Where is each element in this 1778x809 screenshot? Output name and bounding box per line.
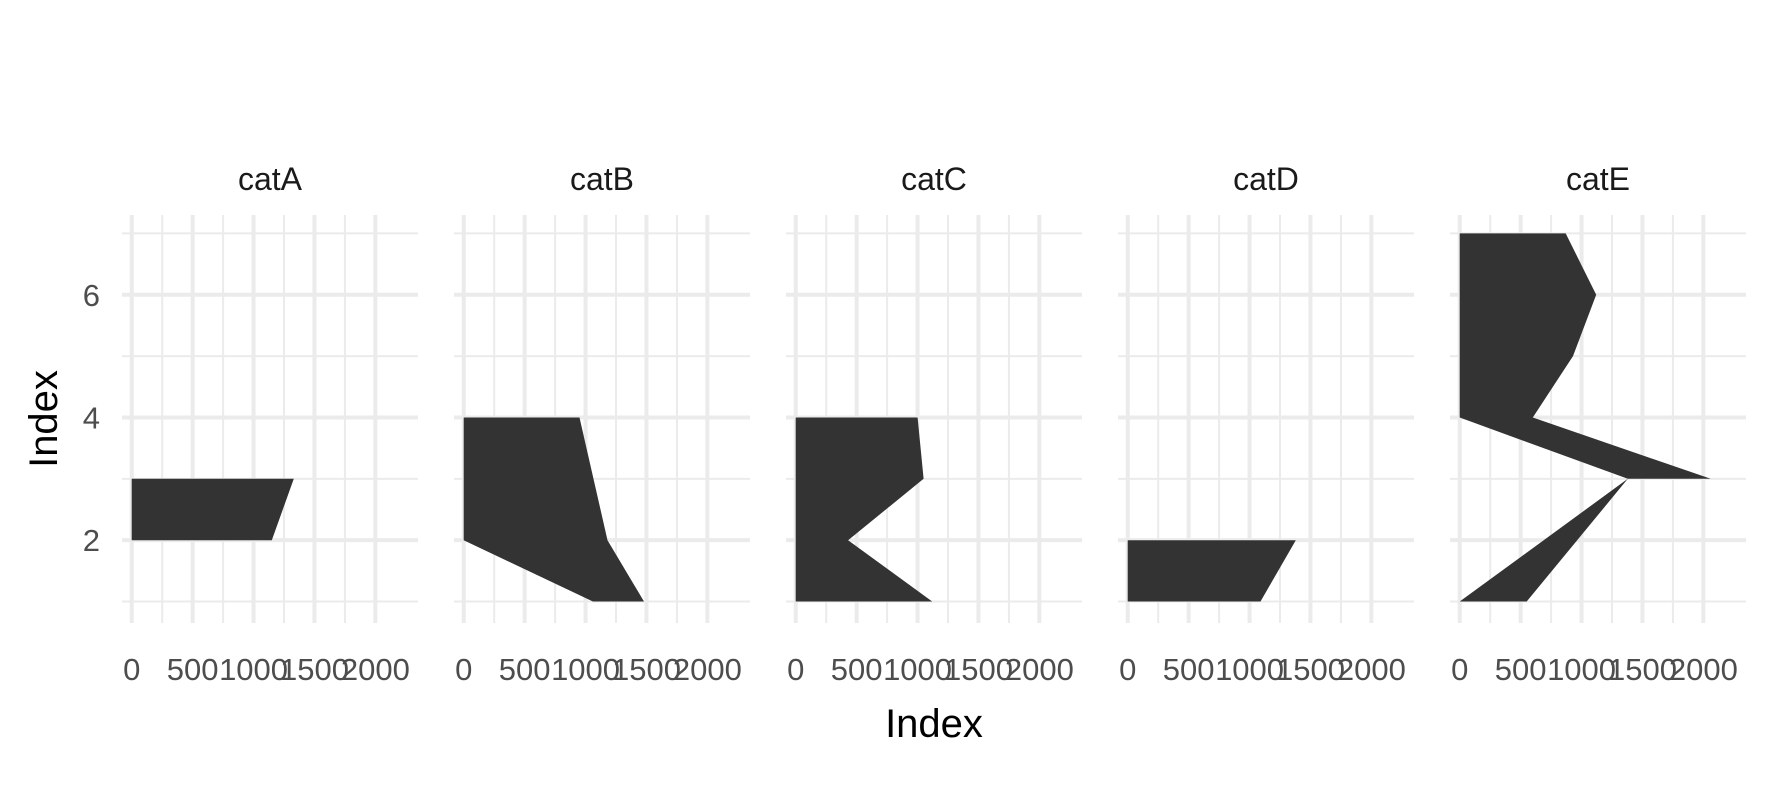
- facet-title: catA: [238, 161, 303, 197]
- facet-panel-catA: [122, 215, 418, 623]
- facet-panel-catB: [454, 215, 750, 623]
- facet-panel-catC: [786, 215, 1082, 623]
- facet-title: catB: [570, 161, 634, 197]
- x-tick-label: 0: [1451, 652, 1468, 687]
- facet-panel-catD: [1118, 215, 1414, 623]
- x-tick-label: 1500: [944, 652, 1013, 687]
- facet-title: catD: [1233, 161, 1299, 197]
- x-tick-label: 500: [1163, 652, 1215, 687]
- x-tick-label: 1000: [1215, 652, 1284, 687]
- facet-panel-catE: [1450, 215, 1746, 623]
- facet-title: catE: [1566, 161, 1630, 197]
- x-tick-label: 2000: [673, 652, 742, 687]
- x-tick-label: 1500: [1276, 652, 1345, 687]
- x-tick-label: 0: [123, 652, 140, 687]
- x-axis-title: Index: [885, 702, 983, 746]
- x-tick-label: 0: [455, 652, 472, 687]
- x-tick-label: 1500: [280, 652, 349, 687]
- x-tick-label: 1000: [1547, 652, 1616, 687]
- x-tick-label: 500: [499, 652, 551, 687]
- area-catB: [463, 417, 644, 602]
- x-tick-label: 1500: [612, 652, 681, 687]
- y-tick-label: 4: [83, 400, 100, 435]
- area-catE: [1459, 233, 1711, 602]
- area-catA: [131, 478, 294, 541]
- y-tick-label: 2: [83, 523, 100, 558]
- x-tick-label: 0: [1119, 652, 1136, 687]
- x-tick-label: 0: [787, 652, 804, 687]
- area-catC: [795, 417, 933, 602]
- y-axis-title: Index: [22, 370, 66, 468]
- x-tick-label: 2000: [341, 652, 410, 687]
- y-tick-label: 6: [83, 278, 100, 313]
- x-tick-label: 1000: [219, 652, 288, 687]
- x-tick-label: 500: [1495, 652, 1547, 687]
- x-tick-label: 1500: [1608, 652, 1677, 687]
- x-tick-label: 2000: [1337, 652, 1406, 687]
- facet-title: catC: [901, 161, 967, 197]
- x-tick-label: 1000: [551, 652, 620, 687]
- x-tick-label: 2000: [1669, 652, 1738, 687]
- x-tick-label: 1000: [883, 652, 952, 687]
- x-tick-label: 500: [831, 652, 883, 687]
- x-tick-label: 500: [167, 652, 219, 687]
- area-catD: [1127, 540, 1296, 602]
- x-tick-label: 2000: [1005, 652, 1074, 687]
